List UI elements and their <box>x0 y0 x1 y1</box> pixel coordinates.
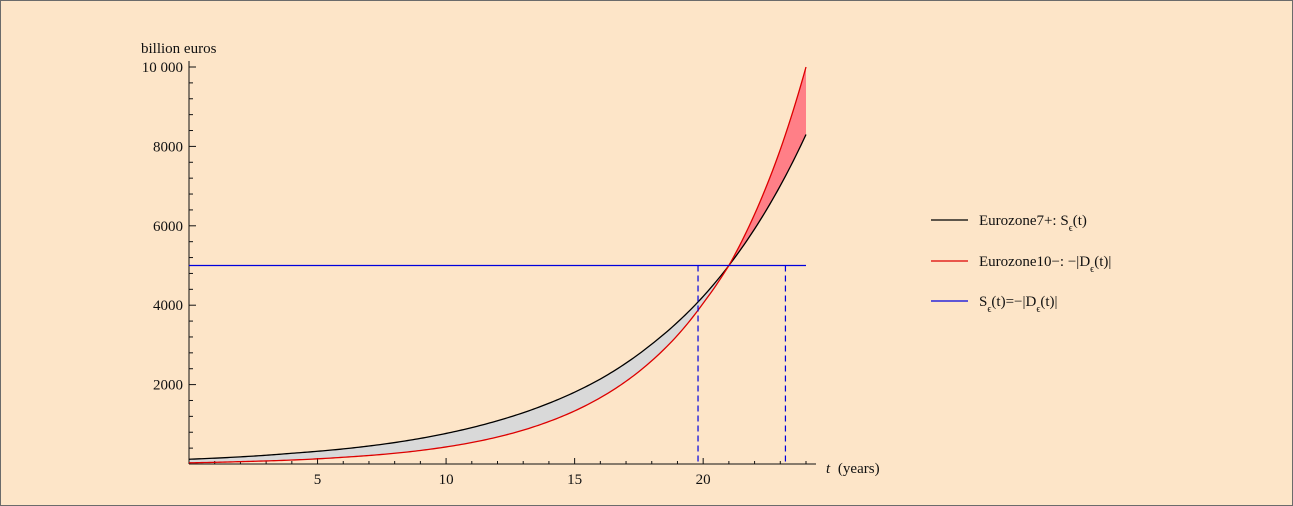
y-tick-label: 2000 <box>153 378 183 394</box>
y-tick-label: 10 000 <box>142 60 183 76</box>
y-ticks: 2000 4000 6000 8000 10 000 <box>142 60 196 449</box>
x-axis-label-var: t <box>826 461 831 477</box>
x-axis-label: t (years) <box>826 461 880 477</box>
series-line-eurozone10 <box>188 66 807 464</box>
x-tick-label: 15 <box>567 472 582 488</box>
legend-item-eurozone10: Eurozone10−: −|Dϵ(t)| <box>931 254 1111 275</box>
y-tick-label: 4000 <box>153 298 183 314</box>
dashed-verticals <box>697 265 787 464</box>
y-tick-label: 8000 <box>153 139 183 155</box>
y-tick-label: 6000 <box>153 219 183 235</box>
legend-item-eurozone7: Eurozone7+: Sϵ(t) <box>931 213 1087 234</box>
x-axis-label-unit: (years) <box>838 461 880 477</box>
y-axis-label: billion euros <box>141 41 217 57</box>
legend-label-eurozone10: Eurozone10−: −|Dϵ(t)| <box>979 254 1111 275</box>
legend-label-eurozone7: Eurozone7+: Sϵ(t) <box>979 213 1087 234</box>
x-tick-label: 5 <box>314 472 322 488</box>
legend-item-threshold: Sϵ(t)=−|Dϵ(t)| <box>931 294 1058 315</box>
x-tick-label: 20 <box>696 472 711 488</box>
series-lines <box>188 66 807 464</box>
x-ticks: 5 10 15 20 <box>214 458 807 488</box>
series-line-eurozone7 <box>188 134 807 460</box>
x-tick-label: 10 <box>439 472 454 488</box>
legend-label-threshold: Sϵ(t)=−|Dϵ(t)| <box>979 294 1058 315</box>
gap-fill-red <box>728 67 806 266</box>
legend: Eurozone7+: Sϵ(t) Eurozone10−: −|Dϵ(t)| … <box>931 213 1111 315</box>
